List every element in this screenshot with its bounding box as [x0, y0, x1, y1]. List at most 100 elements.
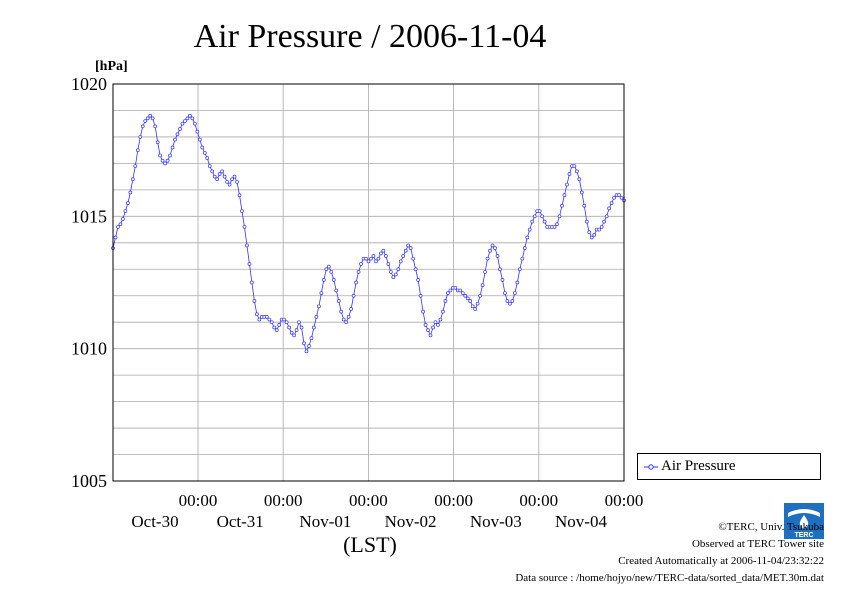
data-point [118, 222, 123, 227]
data-point [555, 222, 559, 227]
data-point [584, 219, 589, 224]
x-tick-time-label: 00:00 [605, 491, 644, 510]
data-point [215, 177, 220, 182]
data-point [398, 259, 403, 264]
data-point [396, 267, 401, 272]
y-tick-label: 1015 [71, 206, 107, 226]
data-point [517, 267, 522, 272]
x-tick-time-label: 00:00 [179, 491, 218, 510]
x-tick-time-label: 00:00 [434, 491, 473, 510]
data-point [331, 278, 336, 282]
data-point [582, 203, 587, 208]
legend: Air Pressure [637, 453, 821, 480]
data-point [232, 174, 237, 179]
data-point [220, 169, 224, 174]
data-point [468, 299, 473, 303]
data-point [503, 291, 507, 295]
data-point [314, 315, 319, 319]
y-tick-label: 1005 [71, 471, 107, 491]
data-point [304, 349, 309, 354]
data-point [170, 145, 175, 150]
data-point [257, 317, 262, 322]
x-tick-date-label: Nov-03 [470, 512, 522, 531]
data-point [324, 267, 329, 272]
data-point [391, 275, 396, 280]
data-point [575, 169, 579, 174]
data-point [597, 227, 602, 232]
data-point [371, 254, 376, 258]
data-point [577, 177, 582, 182]
data-point [158, 153, 162, 158]
data-point [349, 307, 353, 311]
data-point [255, 312, 259, 317]
data-point [619, 195, 624, 200]
data-point [480, 283, 485, 287]
data-point [438, 317, 443, 322]
data-point [423, 322, 428, 327]
chart-title: Air Pressure / 2006-11-04 [194, 18, 547, 55]
data-point [443, 299, 448, 303]
data-point [401, 254, 406, 258]
data-point [344, 320, 349, 325]
data-point [493, 246, 497, 250]
data-point [458, 288, 463, 293]
x-tick-time-label: 00:00 [349, 491, 388, 510]
data-point [140, 124, 145, 129]
data-point [478, 293, 482, 298]
data-point [592, 233, 597, 237]
data-point [321, 278, 326, 282]
data-point [609, 201, 614, 205]
data-point [515, 280, 520, 285]
x-tick-date-label: Nov-02 [385, 512, 437, 531]
data-point [364, 256, 368, 261]
footer-created: Created Automatically at 2006-11-04/23:3… [618, 555, 824, 567]
data-point [351, 293, 356, 298]
data-point [498, 267, 502, 272]
y-axis-label: [hPa] [95, 59, 128, 74]
data-point [339, 309, 344, 314]
data-point [413, 267, 418, 272]
data-point [207, 164, 212, 168]
data-point [197, 137, 202, 142]
data-point [294, 328, 299, 332]
data-point [235, 180, 239, 184]
data-point [542, 219, 547, 224]
data-point [388, 270, 393, 274]
data-point [393, 272, 398, 277]
data-point [386, 262, 391, 266]
data-point [446, 291, 450, 295]
data-point [155, 140, 160, 145]
data-point [135, 148, 140, 153]
data-point [463, 293, 468, 298]
data-point [193, 121, 197, 126]
data-point [530, 219, 535, 224]
footer-copyright: ©TERC, Univ. Tsukuba [718, 521, 824, 533]
y-tick-label: 1010 [71, 339, 107, 359]
data-point [356, 270, 361, 274]
series-air-pressure [111, 113, 626, 354]
data-point [552, 225, 557, 229]
data-point [245, 243, 249, 248]
data-point [217, 172, 222, 176]
data-point [163, 161, 167, 166]
data-point [418, 293, 423, 298]
data-point [505, 299, 510, 303]
data-point [408, 246, 413, 250]
data-point [180, 121, 185, 126]
data-point [562, 193, 567, 198]
data-point [289, 330, 294, 335]
legend-label-air-pressure: Air Pressure [661, 458, 736, 474]
data-point [299, 325, 304, 330]
data-point [376, 256, 381, 261]
data-point [307, 344, 311, 348]
axes: 100510101015102000:00Oct-3000:00Oct-3100… [71, 74, 643, 531]
data-point [341, 317, 346, 322]
data-point [500, 278, 505, 282]
grid [113, 84, 625, 481]
data-point [145, 116, 150, 121]
data-point [336, 299, 341, 303]
data-point [374, 259, 378, 264]
data-point [428, 333, 433, 338]
x-tick-date-label: Nov-04 [555, 512, 607, 531]
data-point [384, 254, 388, 258]
